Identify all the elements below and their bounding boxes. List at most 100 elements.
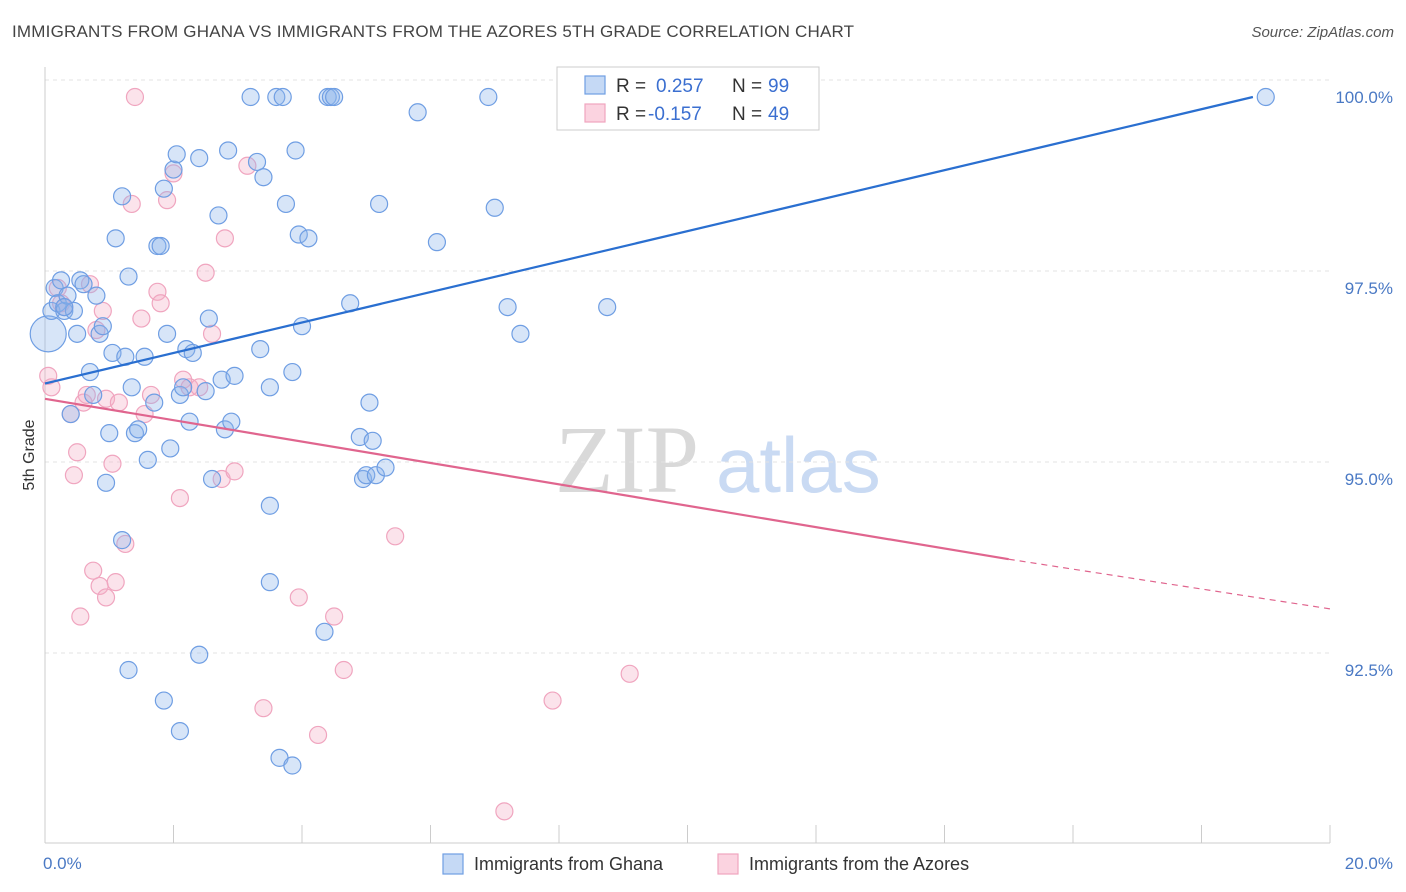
- ghana-point: [247, 152, 267, 172]
- ghana-point: [138, 450, 157, 469]
- trend-lines: [44, 95, 1331, 610]
- ghana-point: [93, 317, 112, 336]
- azores-point: [202, 324, 222, 343]
- ghana-point: [164, 160, 183, 179]
- bottom-legend-label-ghana: Immigrants from Ghana: [474, 854, 664, 874]
- azores-point: [71, 607, 90, 626]
- ghana-point: [283, 362, 302, 382]
- ghana-point: [360, 393, 379, 412]
- ghana-point: [51, 271, 71, 290]
- ghana-point: [29, 315, 67, 353]
- ghana-trend-line: [44, 95, 1254, 385]
- axes: 92.5% 95.0% 97.5% 100.0% 0.0% 20.0%: [43, 67, 1393, 873]
- legend-n-value-ghana: 99: [768, 76, 789, 97]
- ghana-point: [196, 382, 215, 401]
- chart-source: Source: ZipAtlas.com: [1251, 24, 1394, 41]
- ghana-point: [100, 424, 119, 443]
- legend-r-value-azores: -0.157: [648, 104, 702, 125]
- y-tick-label: 97.5%: [1345, 279, 1393, 298]
- ghana-point: [170, 722, 190, 741]
- bottom-legend-swatch-ghana: [442, 853, 464, 875]
- azores-point: [238, 156, 257, 175]
- azores-trend-extension: [1008, 558, 1331, 610]
- azores-point: [254, 699, 273, 718]
- y-axis-label: 5th Grade: [21, 419, 38, 490]
- ghana-point: [273, 87, 292, 107]
- azores-point: [84, 561, 103, 580]
- azores-point: [543, 691, 562, 710]
- ghana-point: [485, 198, 504, 217]
- azores-point: [196, 263, 215, 282]
- ghana-point: [122, 378, 141, 397]
- ghana-point: [68, 324, 87, 343]
- legend-swatch-azores: [584, 103, 606, 123]
- azores-point: [103, 454, 122, 473]
- legend-box: R = 0.257 N = 99 R = -0.157 N = 49: [556, 66, 820, 131]
- azores-point: [386, 527, 405, 546]
- ghana-point: [199, 309, 218, 328]
- ghana-point: [366, 466, 385, 485]
- ghana-point: [112, 187, 132, 206]
- azores-point: [109, 393, 128, 412]
- legend-n-label-ghana: N =: [732, 76, 762, 97]
- ghana-points: [29, 87, 1275, 775]
- ghana-point: [219, 141, 238, 160]
- ghana-point: [157, 324, 177, 343]
- ghana-point: [427, 233, 447, 252]
- ghana-point: [55, 298, 74, 317]
- bottom-legend-label-azores: Immigrants from the Azores: [749, 854, 969, 874]
- watermark-atlas: atlas: [716, 421, 881, 509]
- ghana-point: [129, 420, 148, 439]
- azores-point: [148, 282, 167, 301]
- y-tick-label: 100.0%: [1335, 88, 1393, 107]
- ghana-point: [55, 301, 74, 321]
- ghana-point: [363, 431, 382, 450]
- ghana-point: [119, 660, 138, 680]
- azores-point: [151, 294, 170, 313]
- azores-point: [170, 489, 190, 508]
- ghana-point: [225, 366, 244, 385]
- ghana-point: [408, 103, 427, 122]
- ghana-point: [283, 756, 302, 775]
- azores-point: [64, 466, 84, 485]
- ghana-point: [174, 378, 193, 397]
- ghana-point: [154, 179, 173, 198]
- x-tick-label-start: 0.0%: [43, 854, 82, 873]
- ghana-point: [209, 206, 228, 225]
- azores-point: [157, 191, 177, 210]
- azores-point: [225, 462, 244, 481]
- azores-point: [125, 87, 145, 107]
- ghana-point: [325, 87, 344, 107]
- azores-point: [93, 301, 112, 321]
- ghana-point: [299, 229, 318, 248]
- ghana-point: [260, 496, 279, 515]
- azores-point: [39, 366, 58, 385]
- azores-point: [289, 588, 308, 607]
- azores-point: [96, 588, 116, 607]
- watermark-zip: ZIP: [555, 406, 699, 513]
- ghana-point: [61, 404, 80, 424]
- ghana-point: [161, 439, 180, 458]
- legend-r-label-ghana: R =: [616, 76, 646, 97]
- chart-title: IMMIGRANTS FROM GHANA VS IMMIGRANTS FROM…: [12, 22, 855, 41]
- azores-point: [106, 573, 125, 592]
- ghana-point: [1256, 87, 1275, 107]
- legend-r-label-azores: R =: [616, 104, 646, 125]
- ghana-point: [357, 466, 376, 485]
- ghana-point: [267, 87, 286, 107]
- ghana-point: [190, 645, 209, 664]
- ghana-point: [251, 340, 270, 359]
- ghana-point: [222, 412, 241, 431]
- ghana-point: [106, 229, 125, 248]
- ghana-point: [286, 141, 305, 160]
- ghana-point: [190, 149, 209, 168]
- azores-point: [77, 385, 96, 405]
- ghana-point: [315, 622, 334, 641]
- ghana-point: [74, 275, 93, 294]
- ghana-point: [289, 225, 308, 244]
- y-tick-label: 95.0%: [1345, 470, 1393, 489]
- ghana-point: [479, 87, 498, 107]
- legend-r-value-ghana: 0.257: [656, 76, 704, 97]
- azores-point: [68, 443, 87, 462]
